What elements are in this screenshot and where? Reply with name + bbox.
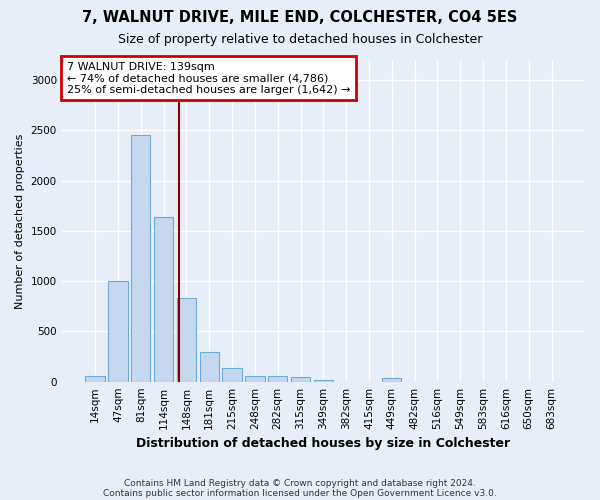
Text: Size of property relative to detached houses in Colchester: Size of property relative to detached ho… [118, 32, 482, 46]
Text: 7, WALNUT DRIVE, MILE END, COLCHESTER, CO4 5ES: 7, WALNUT DRIVE, MILE END, COLCHESTER, C… [82, 10, 518, 25]
Bar [291, 377, 310, 382]
Bar [154, 217, 173, 382]
Y-axis label: Number of detached properties: Number of detached properties [15, 133, 25, 308]
Bar [245, 376, 265, 382]
Bar [314, 380, 333, 382]
Bar [85, 376, 105, 382]
Bar [108, 281, 128, 382]
Text: Contains public sector information licensed under the Open Government Licence v3: Contains public sector information licen… [103, 488, 497, 498]
Bar [131, 136, 151, 382]
Bar [177, 298, 196, 382]
X-axis label: Distribution of detached houses by size in Colchester: Distribution of detached houses by size … [136, 437, 511, 450]
Bar [268, 376, 287, 382]
Bar [382, 378, 401, 382]
Text: 7 WALNUT DRIVE: 139sqm
← 74% of detached houses are smaller (4,786)
25% of semi-: 7 WALNUT DRIVE: 139sqm ← 74% of detached… [67, 62, 350, 95]
Bar [200, 352, 219, 382]
Bar [223, 368, 242, 382]
Text: Contains HM Land Registry data © Crown copyright and database right 2024.: Contains HM Land Registry data © Crown c… [124, 478, 476, 488]
